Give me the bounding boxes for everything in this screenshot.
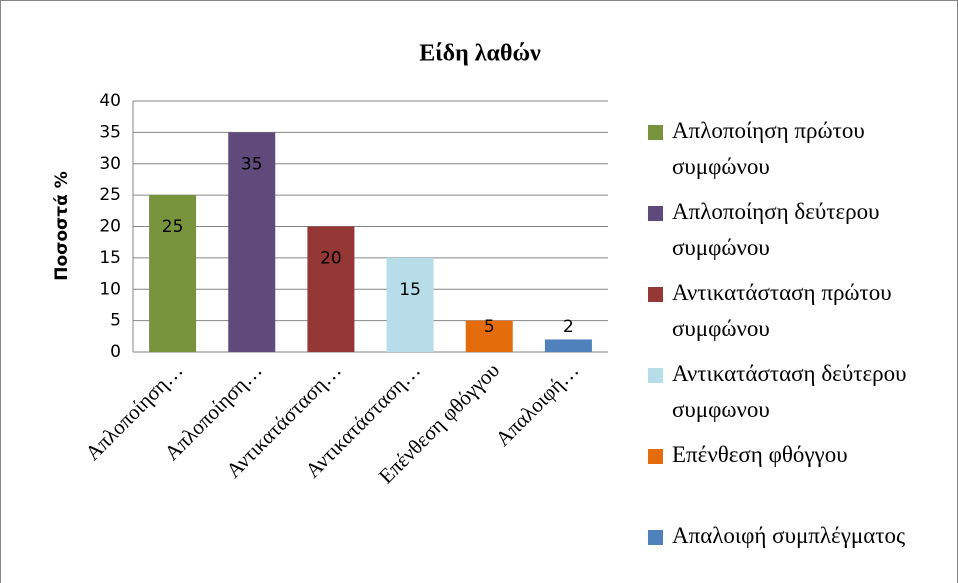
legend-swatch (648, 125, 663, 140)
y-tick-label: 20 (99, 217, 121, 237)
bar (149, 195, 197, 352)
data-label: 25 (162, 217, 184, 237)
chart-title: Είδη λαθών (419, 41, 541, 67)
legend-item: Αντικατάσταση δεύτερου συμφωνου (648, 356, 948, 428)
y-tick-label: 15 (99, 248, 121, 268)
legend-label: Επένθεση φθόγγου (672, 442, 848, 467)
legend-label: Αντικατάσταση πρώτου συμφώνου (672, 280, 892, 341)
y-tick-label: 10 (99, 279, 121, 299)
bar (465, 320, 513, 352)
data-label: 5 (484, 317, 495, 337)
y-axis-title: Ποσοστά % (52, 171, 72, 281)
y-tick-label: 0 (110, 342, 121, 362)
legend-swatch (648, 287, 663, 302)
legend-item: Απλοποίηση πρώτου συμφώνου (648, 113, 948, 185)
y-tick-label: 25 (99, 185, 121, 205)
data-label: 15 (399, 280, 421, 300)
legend-item: Απαλοιφή συμπλέγματος (648, 518, 948, 554)
data-label: 2 (563, 317, 574, 337)
bar (307, 226, 355, 352)
legend-swatch (648, 530, 663, 545)
bar (386, 257, 434, 352)
legend-item: Αντικατάσταση πρώτου συμφώνου (648, 275, 948, 347)
y-tick-label: 30 (99, 154, 121, 174)
legend-item: Επένθεση φθόγγου (648, 437, 948, 473)
x-tick-label: Απαλοιφή… (491, 358, 584, 451)
legend-item: Απλοποίηση δεύτερου συμφώνου (648, 194, 948, 266)
legend-label: Απαλοιφή συμπλέγματος (672, 523, 906, 548)
legend-swatch (648, 206, 663, 221)
bar (544, 339, 592, 352)
bar (228, 132, 276, 352)
legend-swatch (648, 368, 663, 383)
data-label: 20 (320, 249, 342, 269)
y-tick-label: 35 (99, 122, 121, 142)
legend-label: Απλοποίηση πρώτου συμφώνου (672, 118, 865, 179)
legend-label: Αντικατάσταση δεύτερου συμφωνου (672, 361, 907, 422)
data-label: 35 (241, 154, 263, 174)
legend-swatch (648, 449, 663, 464)
y-tick-label: 40 (99, 91, 121, 111)
legend-label: Απλοποίηση δεύτερου συμφώνου (672, 199, 880, 260)
y-tick-label: 5 (110, 311, 121, 331)
